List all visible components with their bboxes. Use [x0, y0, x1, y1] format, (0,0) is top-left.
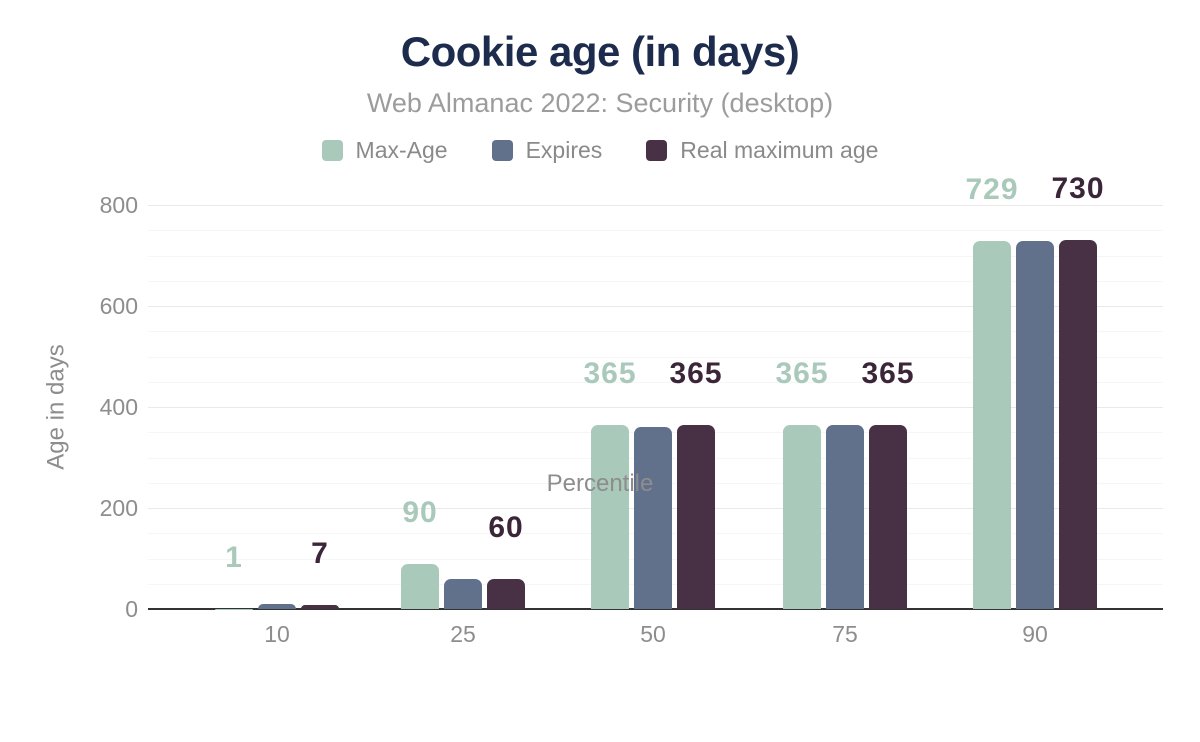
bar-value-label-real-maximum-age-p75: 365 — [861, 356, 915, 390]
legend-swatch-icon — [321, 139, 343, 161]
x-tick-label-p25: 25 — [450, 621, 476, 647]
x-tick-label-p75: 75 — [832, 621, 858, 647]
x-tick-label-p50: 50 — [640, 621, 666, 647]
x-axis-title: Percentile — [546, 470, 654, 497]
bar-value-label-real-maximum-age-p25: 60 — [488, 510, 524, 544]
gridline-major — [148, 407, 1163, 408]
x-axis-line — [148, 608, 1163, 610]
gridline-minor — [148, 331, 1163, 333]
legend-label: Max-Age — [355, 137, 448, 163]
chart-title: Cookie age (in days) — [400, 28, 800, 75]
x-tick-label-p90: 90 — [1022, 621, 1048, 647]
legend-item-max-age: Max-Age — [321, 137, 448, 163]
bar-expires-p90 — [1016, 241, 1054, 609]
bar-value-label-max-age-p10: 1 — [225, 540, 243, 574]
gridline-minor — [148, 356, 1163, 358]
plot-area: 1 7 10 90 60 25 365 365 50 365 365 75 729 730 90 — [148, 174, 1163, 647]
legend-item-expires: Expires — [491, 137, 603, 163]
bar-expires-p50 — [634, 427, 672, 609]
chart-legend: Max-Age Expires Real maximum age — [0, 138, 1200, 162]
bar-real-maximum-age-p75 — [869, 424, 907, 609]
y-tick-label: 400 — [99, 394, 138, 420]
bar-value-label-max-age-p75: 365 — [775, 356, 829, 390]
bar-value-label-real-maximum-age-p50: 365 — [669, 356, 723, 390]
legend-label: Real maximum age — [680, 137, 879, 163]
bar-value-label-max-age-p90: 729 — [965, 172, 1019, 206]
y-tick-label: 600 — [99, 293, 138, 319]
gridline-major — [148, 306, 1163, 307]
bar-real-maximum-age-p10 — [301, 605, 339, 609]
bar-value-label-max-age-p50: 365 — [583, 356, 637, 390]
bar-max-age-p50 — [591, 424, 629, 609]
gridline-major — [148, 205, 1163, 206]
bar-value-label-real-maximum-age-p90: 730 — [1051, 172, 1105, 206]
gridline-minor — [148, 255, 1163, 257]
legend-item-real-maximum-age: Real maximum age — [646, 138, 878, 162]
bar-value-label-real-maximum-age-p10: 7 — [311, 537, 329, 571]
bar-expires-p25 — [444, 578, 482, 609]
bar-real-maximum-age-p50 — [677, 424, 715, 609]
bar-max-age-p75 — [783, 424, 821, 609]
legend-swatch-icon — [491, 139, 513, 161]
y-tick-label: 800 — [99, 192, 138, 218]
legend-swatch-icon — [646, 139, 668, 161]
bar-value-label-max-age-p25: 90 — [402, 495, 438, 529]
y-tick-label: 200 — [99, 495, 138, 521]
bar-real-maximum-age-p25 — [487, 578, 525, 609]
chart-subtitle: Web Almanac 2022: Security (desktop) — [366, 88, 834, 118]
legend-label: Expires — [525, 137, 603, 163]
bar-max-age-p25 — [401, 563, 439, 609]
y-tick-label: 0 — [125, 596, 138, 622]
x-tick-label-p10: 10 — [264, 621, 290, 647]
bar-expires-p10 — [258, 604, 296, 609]
gridline-minor — [148, 381, 1163, 383]
bar-expires-p75 — [826, 424, 864, 609]
bar-max-age-p90 — [973, 240, 1011, 609]
gridline-minor — [148, 280, 1163, 282]
gridline-minor — [148, 230, 1163, 232]
bar-real-maximum-age-p90 — [1059, 240, 1097, 609]
bar-max-age-p10 — [215, 608, 253, 609]
